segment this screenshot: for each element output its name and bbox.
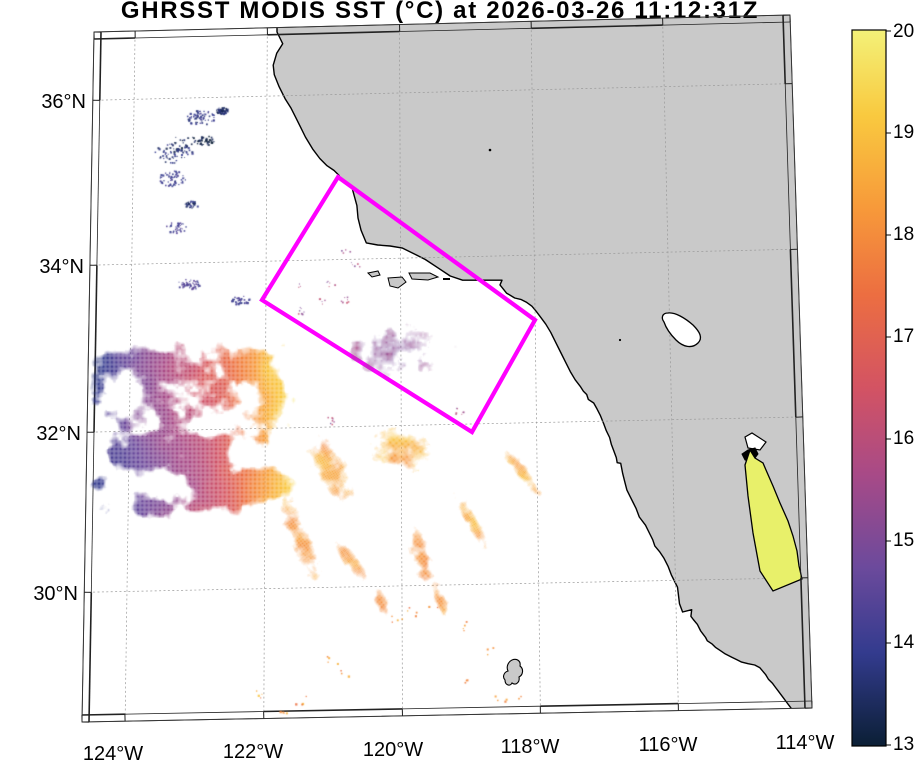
svg-text:124°W: 124°W <box>83 743 143 765</box>
svg-text:36°N: 36°N <box>41 91 86 113</box>
svg-text:122°W: 122°W <box>223 741 283 763</box>
svg-text:GHRSST MODIS SST (°C) at 2026-: GHRSST MODIS SST (°C) at 2026-03-26 11:1… <box>121 0 759 24</box>
svg-text:32°N: 32°N <box>36 423 81 445</box>
svg-text:20: 20 <box>893 21 914 42</box>
svg-text:17: 17 <box>893 326 914 347</box>
svg-text:120°W: 120°W <box>363 739 423 761</box>
svg-text:15: 15 <box>893 530 914 551</box>
svg-text:14: 14 <box>893 632 915 653</box>
svg-text:16: 16 <box>893 428 914 449</box>
svg-text:19: 19 <box>893 122 914 143</box>
svg-text:13: 13 <box>893 734 914 755</box>
svg-text:114°W: 114°W <box>776 732 835 754</box>
svg-text:116°W: 116°W <box>639 734 698 756</box>
svg-text:34°N: 34°N <box>39 256 84 278</box>
svg-text:18: 18 <box>893 224 914 245</box>
svg-text:118°W: 118°W <box>501 736 560 758</box>
svg-text:30°N: 30°N <box>33 583 78 605</box>
